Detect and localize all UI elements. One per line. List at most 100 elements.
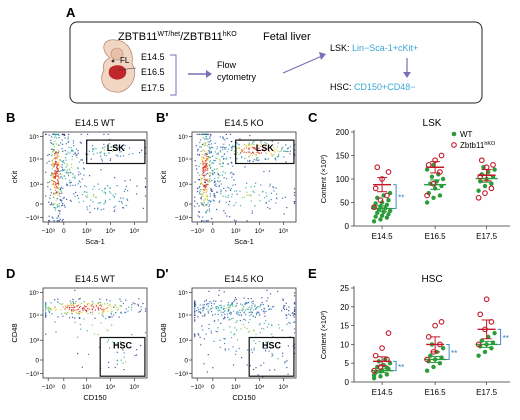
data-point-wt xyxy=(371,373,377,378)
event-dot xyxy=(236,193,238,195)
event-dot xyxy=(208,290,210,292)
event-dot xyxy=(94,207,96,210)
event-dot xyxy=(242,323,244,325)
event-dot xyxy=(89,175,91,177)
event-dot xyxy=(215,300,217,302)
event-dot xyxy=(52,151,54,153)
event-dot xyxy=(69,317,71,319)
data-point-wt xyxy=(482,349,488,355)
event-dot xyxy=(207,167,209,169)
event-dot xyxy=(284,305,286,307)
event-dot xyxy=(267,297,269,299)
event-dot xyxy=(203,176,205,178)
y-axis-label: Content (×10³) xyxy=(319,154,328,203)
event-dot xyxy=(239,319,241,322)
gate-box xyxy=(86,139,146,165)
event-dot xyxy=(67,184,69,186)
event-dot xyxy=(62,150,64,152)
event-dot xyxy=(61,166,63,168)
event-dot xyxy=(77,152,79,154)
event-dot xyxy=(281,310,283,312)
event-dot xyxy=(209,301,211,303)
event-dot xyxy=(58,177,60,179)
event-dot xyxy=(87,153,89,155)
event-dot xyxy=(50,139,52,141)
event-dot xyxy=(101,147,104,149)
event-dot xyxy=(253,347,255,349)
event-dot xyxy=(269,208,271,210)
event-dot xyxy=(61,170,63,172)
event-dot xyxy=(128,153,130,155)
event-dot xyxy=(81,308,84,310)
event-dot xyxy=(265,201,267,204)
event-dot xyxy=(281,197,284,199)
event-dot xyxy=(56,217,58,219)
event-dot xyxy=(195,145,197,147)
event-dot xyxy=(209,175,211,177)
event-dot xyxy=(258,312,260,314)
event-dot xyxy=(64,162,66,164)
event-dot xyxy=(92,188,94,190)
event-dot xyxy=(293,310,296,312)
event-dot xyxy=(110,192,112,194)
event-dot xyxy=(203,199,205,201)
event-dot xyxy=(116,185,118,187)
event-dot xyxy=(206,158,208,160)
event-dot xyxy=(63,204,66,206)
event-dot xyxy=(200,177,202,179)
data-point-ko xyxy=(424,356,430,363)
event-dot xyxy=(66,184,68,187)
data-point-wt xyxy=(437,361,443,366)
diagonal-arrow-icon xyxy=(282,52,326,74)
event-dot xyxy=(107,185,109,187)
event-dot xyxy=(70,200,72,202)
event-dot xyxy=(51,179,53,181)
event-dot xyxy=(277,156,279,158)
panel-letter-d: D xyxy=(6,266,15,281)
event-dot xyxy=(112,341,114,343)
event-dot xyxy=(74,184,76,186)
event-dot xyxy=(92,311,94,313)
event-dot xyxy=(231,148,233,150)
event-dot xyxy=(113,206,115,208)
event-dot xyxy=(116,359,118,361)
event-dot xyxy=(97,202,99,204)
event-dot xyxy=(213,159,215,162)
event-dot xyxy=(207,220,209,222)
event-dot xyxy=(58,193,60,195)
y-axis-label: cKit xyxy=(159,170,168,183)
event-dot xyxy=(55,192,57,194)
event-dot xyxy=(286,360,288,362)
event-dot xyxy=(57,144,59,146)
event-dot xyxy=(235,202,237,204)
event-dot xyxy=(78,317,81,319)
event-dot xyxy=(278,327,281,329)
organ-label: FL xyxy=(120,56,130,65)
event-dot xyxy=(56,192,59,194)
event-dot xyxy=(205,164,207,166)
event-dot xyxy=(238,347,240,349)
event-dot xyxy=(69,199,71,201)
event-dot xyxy=(112,146,114,148)
event-dot xyxy=(124,188,126,190)
event-dot xyxy=(222,308,224,311)
event-dot xyxy=(281,147,283,149)
event-dot xyxy=(198,154,200,156)
event-dot xyxy=(288,313,290,315)
event-dot xyxy=(92,201,94,203)
event-dot xyxy=(206,179,208,181)
event-dot xyxy=(62,303,64,305)
event-dot xyxy=(293,191,296,194)
event-dot xyxy=(115,343,117,345)
event-dot xyxy=(233,179,235,181)
event-dot xyxy=(67,175,69,177)
event-dot xyxy=(72,310,74,312)
event-dot xyxy=(213,303,215,305)
event-dot xyxy=(99,301,102,303)
event-dot xyxy=(267,206,269,209)
event-dot xyxy=(282,355,284,357)
event-dot xyxy=(206,371,208,373)
event-dot xyxy=(50,302,52,304)
event-dot xyxy=(223,291,225,293)
hsc-definition: HSC: CD150+CD48− xyxy=(330,82,416,92)
